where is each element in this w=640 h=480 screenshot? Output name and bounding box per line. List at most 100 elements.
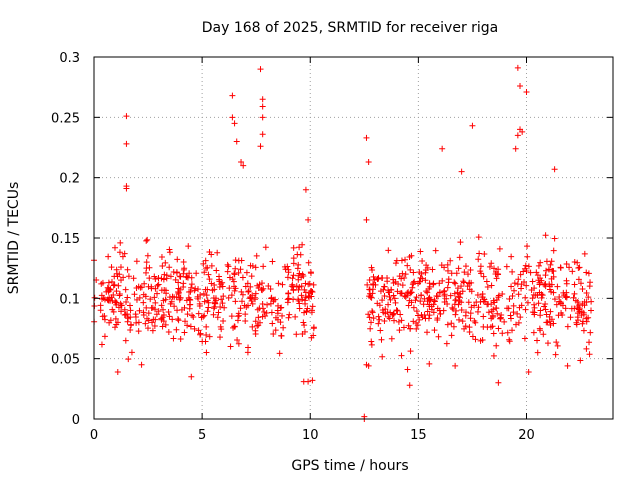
data-point xyxy=(458,307,465,314)
data-point xyxy=(206,276,213,283)
data-point xyxy=(453,270,460,277)
data-point-notable xyxy=(257,143,264,150)
data-point xyxy=(135,328,142,335)
data-point xyxy=(231,283,238,290)
data-point xyxy=(479,291,486,298)
y-tick-label: 0 xyxy=(72,413,80,428)
data-point xyxy=(511,287,518,294)
data-point xyxy=(571,281,578,288)
data-point xyxy=(191,287,198,294)
data-point xyxy=(518,302,525,309)
data-point xyxy=(408,289,415,296)
data-point xyxy=(186,270,193,277)
data-point xyxy=(290,255,297,262)
data-point xyxy=(190,314,197,321)
data-point xyxy=(141,280,148,287)
data-point xyxy=(444,321,451,328)
data-point xyxy=(537,259,544,266)
data-point-notable xyxy=(300,378,307,385)
data-point xyxy=(436,307,443,314)
data-point xyxy=(296,284,303,291)
data-point xyxy=(125,315,132,322)
y-tick-label: 0.05 xyxy=(51,353,80,368)
data-point xyxy=(122,311,129,318)
data-point xyxy=(181,329,188,336)
data-point xyxy=(534,337,541,344)
data-point xyxy=(237,266,244,273)
data-point xyxy=(570,294,577,301)
data-point xyxy=(486,263,493,270)
data-point xyxy=(452,311,459,318)
data-point xyxy=(493,342,500,349)
data-point xyxy=(262,244,269,251)
data-point xyxy=(521,278,528,285)
data-point xyxy=(522,262,529,269)
data-point xyxy=(185,243,192,250)
data-point xyxy=(166,313,173,320)
data-point xyxy=(530,329,537,336)
data-point xyxy=(261,308,268,315)
data-point xyxy=(404,262,411,269)
data-point xyxy=(375,313,382,320)
data-point xyxy=(298,292,305,299)
data-point xyxy=(215,309,222,316)
data-point-notable xyxy=(406,382,413,389)
data-point xyxy=(509,268,516,275)
data-point xyxy=(231,270,238,277)
data-point xyxy=(210,305,217,312)
data-point xyxy=(245,288,252,295)
data-point xyxy=(205,271,212,278)
data-point xyxy=(585,270,592,277)
data-point xyxy=(124,266,131,273)
data-point xyxy=(202,257,209,264)
data-point xyxy=(116,271,123,278)
data-point xyxy=(548,316,555,323)
data-point xyxy=(163,275,170,282)
data-point xyxy=(111,273,118,280)
data-point xyxy=(379,297,386,304)
data-point xyxy=(110,292,117,299)
data-point xyxy=(158,316,165,323)
data-point xyxy=(453,307,460,314)
chart-title: Day 168 of 2025, SRMTID for receiver rig… xyxy=(202,20,499,36)
data-point xyxy=(147,296,154,303)
data-point xyxy=(456,254,463,261)
data-point xyxy=(97,302,104,309)
x-tick-label: 20 xyxy=(518,428,535,443)
data-point-notable xyxy=(259,96,266,103)
data-point xyxy=(417,275,424,282)
data-point xyxy=(98,341,105,348)
data-point xyxy=(431,327,438,334)
data-point xyxy=(292,313,299,320)
data-point xyxy=(106,287,113,294)
data-point xyxy=(368,338,375,345)
data-point xyxy=(302,300,309,307)
data-point xyxy=(467,315,474,322)
data-point xyxy=(289,275,296,282)
data-point xyxy=(416,316,423,323)
data-point xyxy=(416,278,423,285)
data-point xyxy=(196,303,203,310)
data-point xyxy=(126,302,133,309)
data-point-notable xyxy=(517,82,524,89)
data-point xyxy=(426,360,433,367)
data-point xyxy=(511,280,518,287)
data-point xyxy=(101,333,108,340)
data-point xyxy=(191,325,198,332)
data-point xyxy=(458,283,465,290)
data-point xyxy=(195,327,202,334)
data-point xyxy=(501,318,508,325)
data-point xyxy=(575,265,582,272)
data-point xyxy=(480,323,487,330)
data-point xyxy=(484,283,491,290)
data-point xyxy=(293,331,300,338)
data-point xyxy=(279,281,286,288)
data-point xyxy=(467,310,474,317)
data-point xyxy=(310,324,317,331)
data-point xyxy=(200,260,207,267)
data-point xyxy=(170,335,177,342)
data-point-notable xyxy=(525,368,532,375)
data-point xyxy=(203,349,210,356)
data-point xyxy=(270,296,277,303)
data-point xyxy=(510,302,517,309)
